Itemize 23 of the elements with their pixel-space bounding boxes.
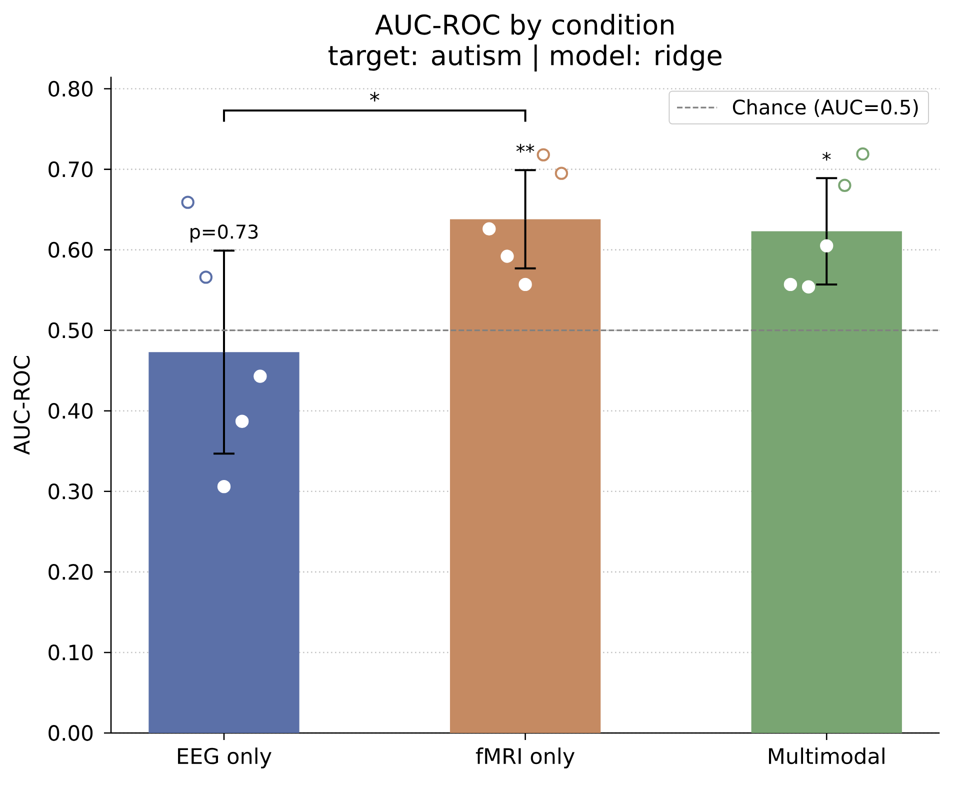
y-tick-label: 0.80 [48, 80, 93, 97]
y-tick-label: 0.70 [48, 161, 93, 178]
bar [751, 231, 902, 733]
legend-label: Chance (AUC=0.5) [732, 99, 918, 118]
y-tick-label: 0.50 [48, 322, 93, 338]
x-tick-label: Multimodal [769, 748, 884, 764]
annotation: p=0.73 [190, 224, 258, 243]
y-tick-label: 0.20 [48, 564, 93, 580]
annotation: ** [516, 144, 534, 153]
annotation: * [822, 152, 831, 161]
y-axis-title: AUC-ROC [14, 356, 30, 455]
y-tick-label: 0.30 [48, 483, 93, 500]
x-tick-label: EEG only [178, 748, 272, 768]
y-tick-label: 0.60 [48, 242, 93, 258]
bar [450, 219, 601, 733]
y-tick-label: 0.00 [48, 725, 93, 741]
x-tick-label: fMRI only [476, 748, 575, 768]
chart-title: AUC-ROC by condition [375, 14, 674, 40]
bar [148, 352, 300, 733]
y-tick-label: 0.10 [48, 644, 93, 660]
chart-subtitle: target: autism | model: ridge [328, 44, 722, 72]
annotation: * [370, 92, 380, 102]
y-tick-label: 0.40 [48, 402, 93, 419]
